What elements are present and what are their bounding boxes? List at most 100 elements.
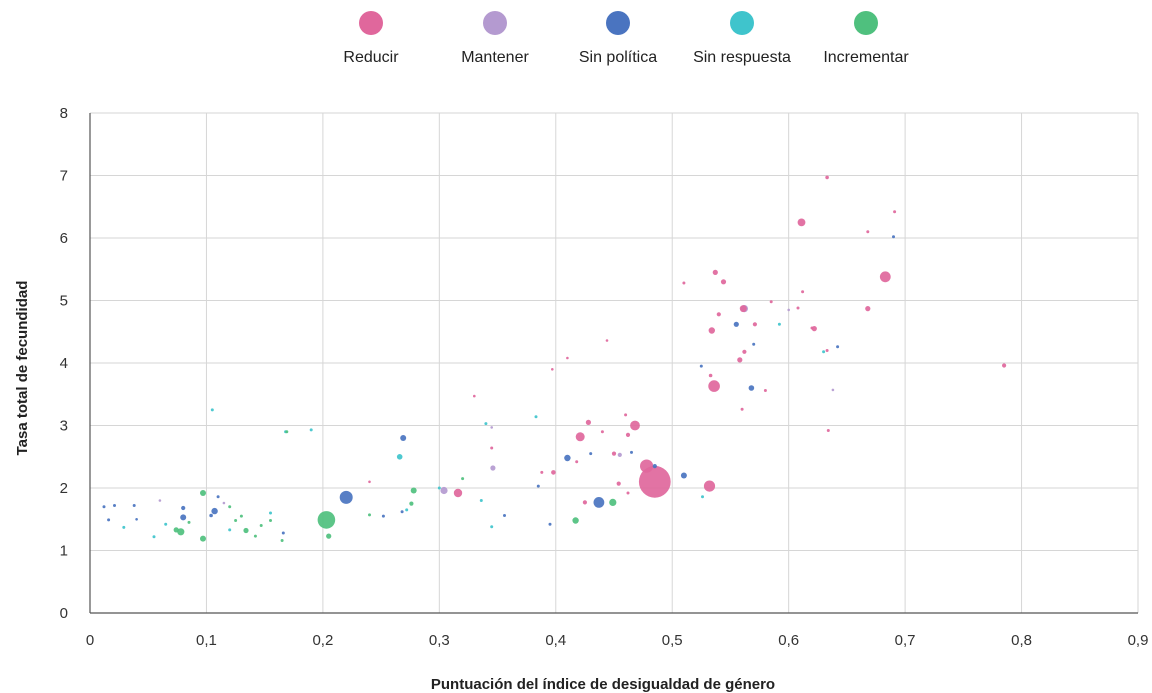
data-point: [234, 519, 238, 522]
data-point: [892, 235, 895, 239]
data-point: [682, 281, 686, 285]
data-point: [572, 517, 579, 524]
data-point: [243, 527, 249, 534]
tick-labels: 0 1 2 3 4 5 6 7 8 0 0,1 0,2 0,3 0,4 0,5 0,6 0,7 0,8 0,9: [60, 105, 1149, 649]
data-point: [400, 510, 404, 514]
data-point: [158, 499, 162, 502]
data-point: [822, 350, 826, 354]
data-point: [575, 432, 585, 442]
data-point: [712, 269, 718, 275]
data-point: [708, 327, 715, 334]
data-point: [368, 480, 371, 484]
x-tick-label: 0,4: [545, 632, 566, 649]
data-point: [280, 539, 284, 542]
axes: [89, 113, 1138, 614]
data-point: [739, 305, 747, 313]
data-point: [551, 368, 554, 371]
data-point: [164, 522, 168, 526]
data-point: [769, 300, 773, 304]
x-axis-title: Puntuación del índice de desigualdad de …: [431, 676, 775, 693]
data-point: [1002, 363, 1007, 368]
data-point: [703, 480, 716, 492]
data-point: [317, 511, 336, 529]
data-point: [801, 290, 805, 294]
y-tick-label: 8: [60, 105, 68, 122]
data-point: [534, 415, 538, 419]
data-point: [122, 525, 126, 529]
data-point: [624, 413, 628, 417]
data-point: [410, 487, 417, 494]
data-point: [209, 513, 213, 518]
x-tick-label: 0,2: [312, 632, 333, 649]
data-point: [228, 528, 232, 532]
y-tick-label: 1: [60, 543, 68, 560]
data-point: [720, 279, 727, 285]
data-point: [180, 514, 187, 521]
data-point: [409, 501, 414, 506]
data-point: [200, 490, 206, 496]
data-point: [640, 459, 654, 473]
data-point: [461, 477, 465, 481]
data-point: [826, 429, 830, 432]
legend-marker: [730, 11, 754, 35]
data-point: [605, 339, 609, 342]
data-point: [259, 524, 263, 527]
data-point: [540, 470, 544, 474]
x-tick-label: 0,9: [1128, 632, 1149, 649]
data-point: [600, 430, 604, 434]
data-point: [716, 312, 721, 317]
x-tick-label: 0,5: [662, 632, 683, 649]
data-point: [836, 345, 840, 349]
data-point: [173, 527, 179, 533]
data-point: [752, 342, 756, 346]
data-point: [701, 495, 704, 499]
data-point: [453, 488, 463, 498]
data-point: [269, 511, 272, 515]
data-points: [102, 175, 1007, 542]
data-point: [440, 486, 448, 495]
data-point: [228, 505, 232, 509]
data-point: [216, 495, 220, 499]
data-point: [285, 430, 289, 434]
data-point: [797, 218, 806, 227]
data-point: [617, 452, 622, 457]
data-point: [102, 505, 106, 509]
y-axis-title: Tasa total de fecundidad: [14, 281, 31, 456]
data-point: [733, 321, 739, 327]
data-point: [437, 486, 441, 490]
data-point: [763, 389, 767, 392]
data-point: [490, 465, 496, 471]
data-point: [177, 528, 185, 536]
data-point: [400, 435, 407, 441]
data-point: [405, 508, 409, 512]
x-tick-label: 0,8: [1011, 632, 1032, 649]
y-tick-label: 7: [60, 168, 68, 185]
data-point: [479, 499, 483, 502]
data-point: [187, 520, 191, 524]
data-point: [113, 504, 116, 507]
legend-marker: [359, 11, 383, 35]
data-point: [616, 481, 621, 486]
data-point: [107, 518, 111, 522]
data-point: [638, 465, 671, 498]
x-tick-label: 0,3: [429, 632, 450, 649]
data-point: [796, 306, 800, 310]
data-point: [135, 518, 138, 521]
data-point: [626, 491, 630, 495]
data-point: [593, 497, 605, 508]
data-point: [810, 326, 814, 330]
data-point: [503, 514, 506, 517]
data-point: [630, 450, 633, 454]
data-point: [536, 484, 540, 488]
data-point: [737, 357, 743, 363]
data-point: [222, 501, 226, 505]
y-tick-label: 0: [60, 605, 68, 622]
legend-marker: [854, 11, 878, 35]
data-point: [326, 533, 332, 539]
data-point: [575, 460, 579, 464]
data-point: [752, 322, 758, 327]
data-point: [566, 356, 569, 360]
legend: Reducir Mantener Sin política Sin respuesta…: [343, 11, 909, 66]
